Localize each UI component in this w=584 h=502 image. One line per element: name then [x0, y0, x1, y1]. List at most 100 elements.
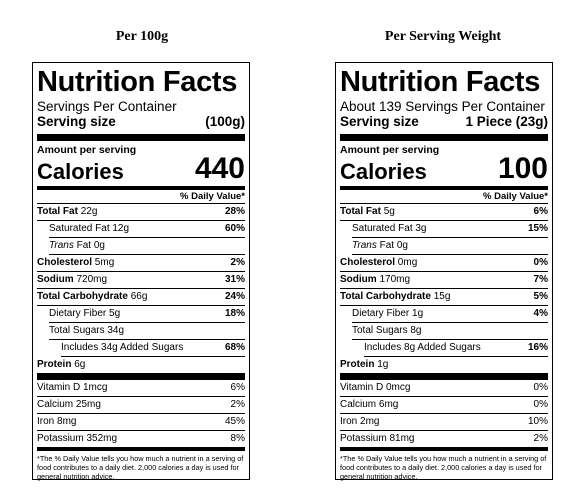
calories-value: 100 — [497, 152, 548, 185]
nutrient-name: Dietary Fiber — [49, 308, 107, 319]
daily-value-pct: 2% — [230, 399, 245, 410]
nutrient-name: Vitamin D 1mcg — [37, 382, 108, 393]
amount-per-serving: Amount per serving — [340, 144, 440, 156]
daily-value-footnote: *The % Daily Value tells you how much a … — [37, 454, 244, 481]
nutrition-facts-title: Nutrition Facts — [340, 66, 541, 98]
medium-divider — [340, 186, 548, 190]
servings-per-container: About 139 Servings Per Container — [340, 99, 545, 114]
nutrient-name: Protein — [340, 359, 375, 370]
nutrient-amount: 1g — [377, 359, 389, 370]
daily-value-pct: 24% — [224, 291, 245, 302]
calcium-row: Calcium 6mg 0% — [340, 397, 548, 414]
serving-size-value: 1 Piece (23g) — [465, 114, 548, 129]
serving-size-row: Serving size 1 Piece (23g) — [340, 114, 548, 130]
sodium-row: Sodium 720mg 31% — [37, 272, 245, 289]
nutrient-name: Calcium 25mg — [37, 399, 101, 410]
nutrient-name: Includes 8g Added Sugars — [364, 342, 481, 353]
saturated-fat-row: Saturated Fat 12g 60% — [49, 221, 245, 238]
thick-divider — [340, 373, 548, 380]
calories-value: 440 — [194, 152, 245, 185]
medium-divider — [37, 186, 245, 190]
nutrient-amount: 3g — [415, 223, 427, 234]
nutrient-name: Potassium 81mg — [340, 433, 415, 444]
daily-value-pct: 6% — [230, 382, 245, 393]
daily-value-pct: 45% — [224, 416, 245, 427]
nutrient-amount: 1g — [412, 308, 424, 319]
nutrition-label-per-100g: Nutrition Facts Servings Per Container S… — [32, 62, 250, 481]
nutrient-name: Trans — [49, 240, 74, 251]
daily-value-pct: 16% — [527, 342, 548, 353]
cholesterol-row: Cholesterol 0mg 0% — [340, 255, 548, 272]
nutrient-name: Saturated Fat — [49, 223, 110, 234]
thick-divider — [37, 134, 245, 141]
nutrient-amount: 0mg — [397, 257, 418, 268]
servings-per-container: Servings Per Container — [37, 99, 177, 114]
trans-fat-row: Trans Fat 0g — [49, 238, 245, 255]
nutrient-name: Cholesterol — [340, 257, 396, 268]
nutrient-name: Vitamin D 0mcg — [340, 382, 411, 393]
daily-value-pct: 5% — [533, 291, 548, 302]
nutrient-name: Iron 8mg — [37, 416, 77, 427]
daily-value-pct: 68% — [224, 342, 245, 353]
nutrient-name: Protein — [37, 359, 72, 370]
nutrient-amount: 5g — [383, 206, 395, 217]
nutrient-amount: 34g — [107, 325, 125, 336]
total-sugars-row: Total Sugars 34g — [49, 323, 245, 340]
nutrient-amount: 6g — [74, 359, 86, 370]
cholesterol-row: Cholesterol 5mg 2% — [37, 255, 245, 272]
per-serving-heading: Per Serving Weight — [384, 29, 502, 44]
nutrient-amount: 5g — [109, 308, 121, 319]
daily-value-pct: 7% — [533, 274, 548, 285]
nutrient-amount: 5mg — [94, 257, 115, 268]
iron-row: Iron 2mg 10% — [340, 414, 548, 431]
nutrient-name: Saturated Fat — [352, 223, 413, 234]
daily-value-header: % Daily Value* — [37, 190, 245, 204]
added-sugars-row: Includes 34g Added Sugars 68% — [61, 340, 245, 357]
daily-value-pct: 15% — [527, 223, 548, 234]
potassium-row: Potassium 352mg 8% — [37, 431, 245, 447]
daily-value-footnote: *The % Daily Value tells you how much a … — [340, 454, 547, 481]
nutrient-name: Total Sugars — [352, 325, 408, 336]
per-100g-heading: Per 100g — [115, 29, 169, 44]
nutrient-name: Total Carbohydrate — [37, 291, 128, 302]
total-carbohydrate-row: Total Carbohydrate 15g 5% — [340, 289, 548, 306]
nutrient-name: Iron 2mg — [340, 416, 380, 427]
protein-row: Protein 6g — [37, 357, 245, 373]
vitamin-d-row: Vitamin D 0mcg 0% — [340, 380, 548, 397]
saturated-fat-row: Saturated Fat 3g 15% — [352, 221, 548, 238]
nutrient-amount: 12g — [112, 223, 130, 234]
nutrient-amount: Fat 0g — [76, 240, 105, 251]
nutrient-name: Total Carbohydrate — [340, 291, 431, 302]
calories-label: Calories — [340, 159, 427, 184]
nutrient-name: Includes 34g Added Sugars — [61, 342, 184, 353]
daily-value-pct: 31% — [224, 274, 245, 285]
nutrient-name: Dietary Fiber — [352, 308, 410, 319]
calories-row: Calories 440 — [37, 152, 245, 185]
calories-label: Calories — [37, 159, 124, 184]
serving-size-label: Serving size — [37, 114, 116, 129]
nutrient-amount: 170mg — [379, 274, 411, 285]
iron-row: Iron 8mg 45% — [37, 414, 245, 431]
daily-value-pct: 8% — [230, 433, 245, 444]
daily-value-pct: 60% — [224, 223, 245, 234]
nutrient-amount: Fat 0g — [379, 240, 408, 251]
serving-size-row: Serving size (100g) — [37, 114, 245, 130]
daily-value-pct: 2% — [230, 257, 245, 268]
nutrient-amount: 8g — [410, 325, 422, 336]
nutrient-amount: 15g — [433, 291, 451, 302]
sodium-row: Sodium 170mg 7% — [340, 272, 548, 289]
daily-value-pct: 0% — [533, 382, 548, 393]
daily-value-pct: 10% — [527, 416, 548, 427]
nutrient-name: Sodium — [340, 274, 377, 285]
nutrient-name: Sodium — [37, 274, 74, 285]
daily-value-pct: 0% — [533, 257, 548, 268]
nutrient-amount: 720mg — [76, 274, 108, 285]
calcium-row: Calcium 25mg 2% — [37, 397, 245, 414]
total-sugars-row: Total Sugars 8g — [352, 323, 548, 340]
thick-divider — [37, 373, 245, 380]
nutrient-name: Total Sugars — [49, 325, 105, 336]
total-fat-row: Total Fat 22g 28% — [37, 204, 245, 221]
nutrient-name: Total Fat — [340, 206, 381, 217]
vitamin-d-row: Vitamin D 1mcg 6% — [37, 380, 245, 397]
dietary-fiber-row: Dietary Fiber 1g 4% — [352, 306, 548, 323]
